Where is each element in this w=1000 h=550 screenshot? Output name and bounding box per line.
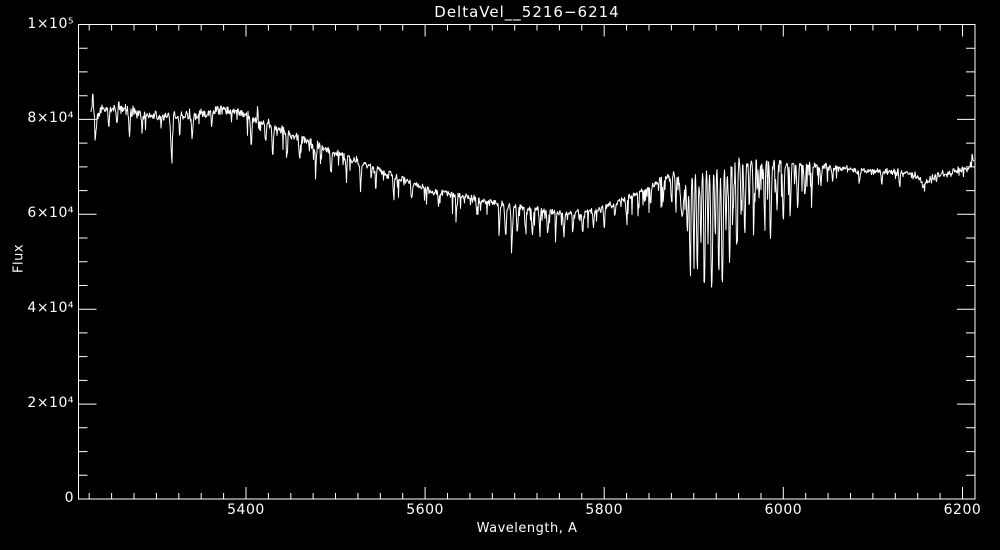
axis-ticks: [78, 24, 975, 500]
y-tick-label: 2×10⁴: [27, 395, 74, 412]
y-tick-label: 1×10⁵: [27, 15, 74, 32]
plot-frame: [78, 24, 976, 500]
x-tick-label: 6000: [764, 502, 803, 518]
x-tick-label: 5600: [406, 502, 444, 518]
y-tick-label: 6×10⁴: [27, 205, 74, 222]
y-tick-label: 0: [64, 490, 74, 506]
x-tick-label: 5400: [227, 502, 265, 518]
chart-title: DeltaVel__5216−6214: [434, 3, 620, 21]
x-axis-label: Wavelength, A: [476, 521, 578, 536]
x-tick-label: 6200: [943, 502, 982, 518]
y-tick-label: 4×10⁴: [27, 300, 74, 317]
y-tick-label: 8×10⁴: [27, 110, 74, 127]
spectrum-trace: [90, 93, 975, 288]
x-tick-label: 5800: [585, 502, 624, 518]
y-axis-label: Flux: [11, 243, 27, 274]
